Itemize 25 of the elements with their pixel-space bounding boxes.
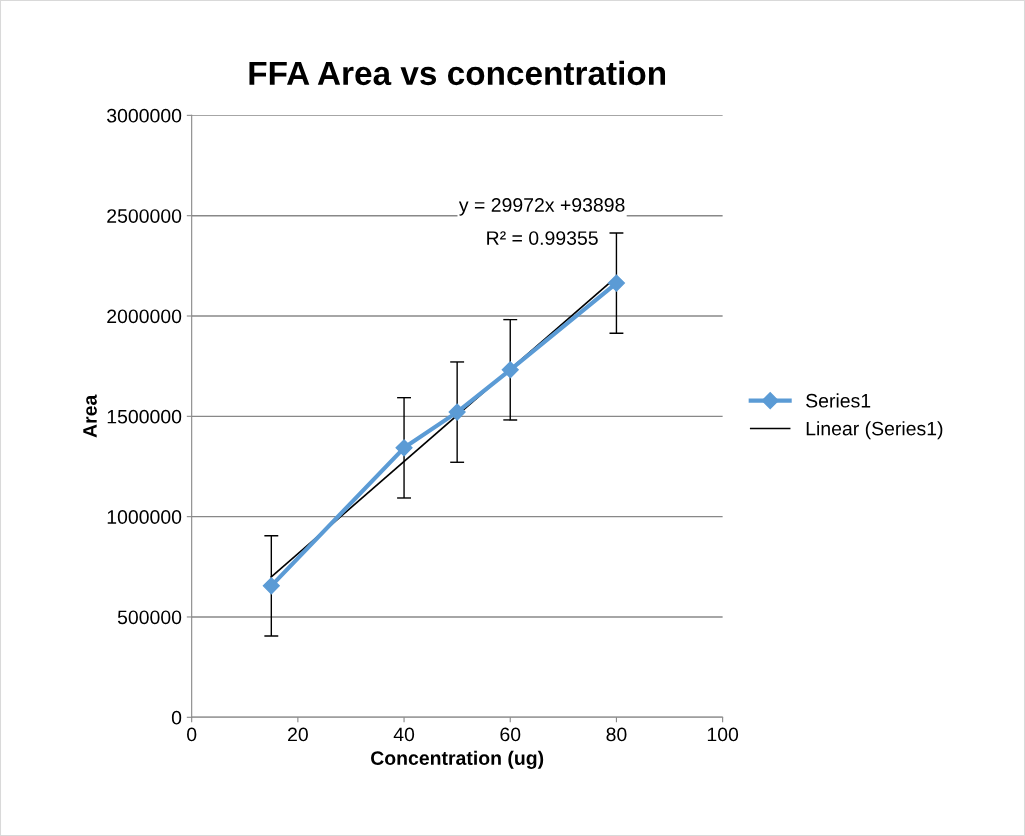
annotation: y = 29972x +93898 bbox=[458, 198, 625, 216]
x-axis-title: Concentration (ug) bbox=[371, 750, 544, 769]
x-tick-label: 80 bbox=[606, 727, 627, 742]
point bbox=[448, 403, 466, 421]
x-tick-label: 40 bbox=[393, 727, 415, 742]
y-tick-label: 0 bbox=[171, 710, 182, 725]
y-tick-label: 2000000 bbox=[107, 309, 182, 324]
chart-title: FFA Area vs concentration bbox=[249, 60, 666, 86]
x-tick-label: 100 bbox=[707, 727, 739, 742]
y-tick-label: 2500000 bbox=[107, 209, 182, 223]
y-tick-label: 500000 bbox=[117, 610, 182, 625]
point bbox=[395, 439, 413, 457]
point bbox=[262, 577, 280, 595]
x-tick-label: 0 bbox=[187, 727, 197, 742]
point bbox=[501, 361, 519, 379]
annotation: R² = 0.99355 bbox=[487, 231, 598, 245]
y-axis-title: Area bbox=[83, 394, 97, 438]
y-tick-label: 1000000 bbox=[107, 510, 182, 524]
x-tick-label: 60 bbox=[500, 727, 521, 742]
y-tick-label: 3000000 bbox=[107, 108, 182, 123]
x-tick-label: 20 bbox=[288, 727, 308, 742]
point bbox=[607, 274, 625, 292]
y-tick-label: 1500000 bbox=[107, 409, 182, 424]
legend-label: Series1 bbox=[806, 393, 871, 408]
legend-label: Linear (Series1) bbox=[806, 421, 943, 440]
